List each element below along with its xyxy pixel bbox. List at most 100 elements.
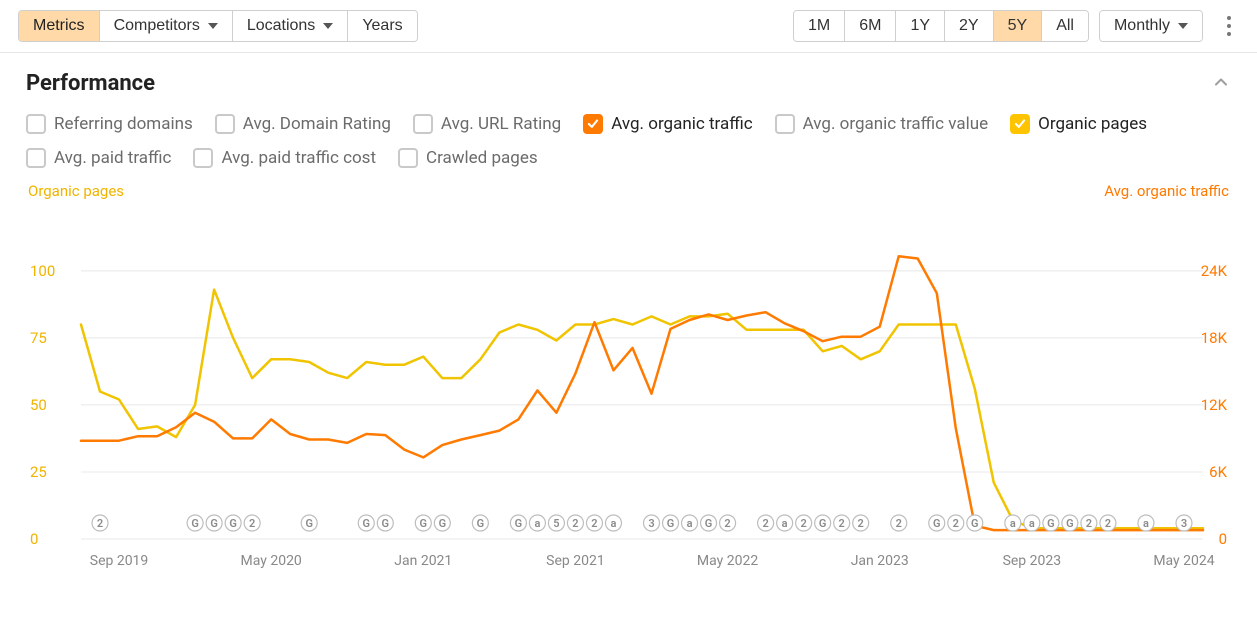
svg-text:a: a — [782, 517, 788, 530]
svg-text:Sep 2019: Sep 2019 — [90, 553, 149, 569]
svg-text:G: G — [1047, 517, 1055, 530]
svg-text:3: 3 — [1181, 517, 1187, 530]
timerange-2y-button[interactable]: 2Y — [944, 11, 993, 41]
timerange-6m-button[interactable]: 6M — [844, 11, 895, 41]
filter-locations-label: Locations — [247, 17, 316, 35]
checkbox-icon — [193, 148, 213, 168]
metric-label: Avg. organic traffic value — [803, 114, 989, 134]
svg-text:75: 75 — [30, 329, 47, 347]
caret-down-icon — [323, 23, 333, 29]
svg-text:G: G — [210, 517, 218, 530]
timerange-5y-button[interactable]: 5Y — [993, 11, 1042, 41]
svg-text:G: G — [933, 517, 941, 530]
svg-text:24K: 24K — [1201, 262, 1228, 280]
filter-button-group: Metrics Competitors Locations Years — [18, 10, 418, 42]
svg-text:Sep 2021: Sep 2021 — [546, 553, 605, 569]
svg-text:G: G — [191, 517, 199, 530]
timerange-all-button[interactable]: All — [1041, 11, 1088, 41]
svg-text:a: a — [534, 517, 540, 530]
svg-text:Jan 2021: Jan 2021 — [394, 553, 452, 569]
svg-text:G: G — [439, 517, 447, 530]
svg-text:G: G — [305, 517, 313, 530]
section-header: Performance — [26, 71, 1231, 96]
svg-text:2: 2 — [572, 517, 578, 530]
collapse-icon[interactable] — [1211, 72, 1231, 96]
svg-text:2: 2 — [800, 517, 806, 530]
filter-metrics-button[interactable]: Metrics — [19, 11, 99, 41]
metric-label: Avg. paid traffic cost — [221, 148, 376, 168]
svg-text:2: 2 — [896, 517, 902, 530]
granularity-label: Monthly — [1114, 17, 1170, 35]
checkbox-icon — [775, 114, 795, 134]
metric-label: Referring domains — [54, 114, 193, 134]
svg-text:a: a — [1029, 517, 1035, 530]
more-options-button[interactable] — [1219, 14, 1239, 38]
filter-competitors-button[interactable]: Competitors — [99, 11, 232, 41]
svg-text:2: 2 — [839, 517, 845, 530]
svg-text:18K: 18K — [1201, 329, 1228, 347]
filter-locations-button[interactable]: Locations — [232, 11, 348, 41]
svg-text:G: G — [382, 517, 390, 530]
svg-text:2: 2 — [858, 517, 864, 530]
metric-label: Avg. organic traffic — [611, 114, 752, 134]
svg-text:12K: 12K — [1201, 396, 1228, 414]
metric-label: Crawled pages — [426, 148, 538, 168]
metrics-checkbox-row: Referring domains Avg. Domain Rating Avg. … — [26, 114, 1231, 168]
granularity-button[interactable]: Monthly — [1100, 11, 1202, 41]
svg-text:Jan 2023: Jan 2023 — [851, 553, 909, 569]
left-axis-title: Organic pages — [28, 182, 124, 200]
metric-toggle[interactable]: Referring domains — [26, 114, 193, 134]
metric-toggle[interactable]: Avg. organic traffic — [583, 114, 752, 134]
svg-text:0: 0 — [30, 530, 38, 548]
checkbox-icon — [398, 148, 418, 168]
toolbar: Metrics Competitors Locations Years 1M6M… — [0, 0, 1257, 53]
svg-text:G: G — [515, 517, 523, 530]
timerange-1m-button[interactable]: 1M — [794, 11, 844, 41]
svg-text:3: 3 — [648, 517, 654, 530]
checkbox-icon — [413, 114, 433, 134]
caret-down-icon — [208, 23, 218, 29]
metric-toggle[interactable]: Avg. Domain Rating — [215, 114, 391, 134]
metric-label: Avg. paid traffic — [54, 148, 171, 168]
svg-text:May 2024: May 2024 — [1153, 553, 1214, 569]
svg-text:0: 0 — [1219, 530, 1227, 548]
metric-toggle[interactable]: Crawled pages — [398, 148, 538, 168]
svg-text:2: 2 — [762, 517, 768, 530]
right-axis-title: Avg. organic traffic — [1104, 182, 1229, 200]
metric-label: Avg. URL Rating — [441, 114, 561, 134]
svg-text:G: G — [667, 517, 675, 530]
metric-toggle[interactable]: Avg. URL Rating — [413, 114, 561, 134]
svg-text:a: a — [1010, 517, 1016, 530]
metric-toggle[interactable]: Avg. paid traffic — [26, 148, 171, 168]
metric-label: Avg. Domain Rating — [243, 114, 391, 134]
svg-text:2: 2 — [1086, 517, 1092, 530]
svg-text:G: G — [971, 517, 979, 530]
metric-toggle[interactable]: Avg. organic traffic value — [775, 114, 989, 134]
checkbox-icon — [1010, 114, 1030, 134]
chart-axis-titles: Organic pages Avg. organic traffic — [26, 182, 1231, 204]
performance-section: Performance Referring domains Avg. Domain… — [0, 53, 1257, 594]
svg-text:2: 2 — [724, 517, 730, 530]
chart-container: Organic pages Avg. organic traffic 02550… — [26, 182, 1231, 584]
metric-toggle[interactable]: Avg. paid traffic cost — [193, 148, 376, 168]
svg-text:G: G — [420, 517, 428, 530]
granularity-dropdown[interactable]: Monthly — [1099, 10, 1203, 42]
timerange-1y-button[interactable]: 1Y — [895, 11, 944, 41]
svg-text:100: 100 — [30, 262, 55, 280]
filter-competitors-label: Competitors — [114, 17, 200, 35]
svg-text:G: G — [705, 517, 713, 530]
filter-years-button[interactable]: Years — [347, 11, 416, 41]
svg-text:May 2020: May 2020 — [241, 553, 302, 569]
svg-text:a: a — [611, 517, 617, 530]
svg-text:G: G — [477, 517, 485, 530]
metric-toggle[interactable]: Organic pages — [1010, 114, 1147, 134]
svg-text:2: 2 — [591, 517, 597, 530]
timerange-button-group: 1M6M1Y2Y5YAll — [793, 10, 1089, 42]
checkbox-icon — [215, 114, 235, 134]
svg-text:Sep 2023: Sep 2023 — [1003, 553, 1062, 569]
svg-text:G: G — [363, 517, 371, 530]
svg-text:a: a — [687, 517, 693, 530]
svg-text:2: 2 — [97, 517, 103, 530]
performance-chart[interactable]: 025507510006K12K18K24KSep 2019May 2020Ja… — [26, 204, 1231, 584]
svg-text:25: 25 — [30, 463, 47, 481]
